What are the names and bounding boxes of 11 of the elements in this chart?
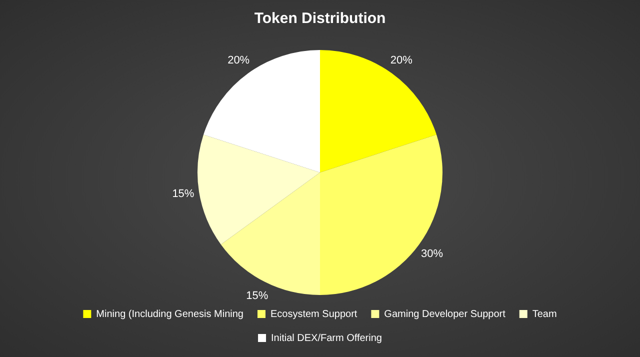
legend-label: Mining (Including Genesis Mining	[96, 308, 244, 320]
legend-label: Initial DEX/Farm Offering	[271, 332, 382, 344]
data-label: 30%	[421, 248, 444, 260]
data-label: 15%	[246, 290, 268, 302]
legend-label: Team	[532, 308, 557, 320]
data-label: 15%	[172, 188, 194, 200]
legend-label: Ecosystem Support	[270, 308, 358, 320]
data-label: 20%	[390, 54, 413, 66]
data-label: 20%	[228, 54, 250, 66]
legend-label: Gaming Developer Support	[384, 308, 506, 320]
chart-title: Token Distribution	[254, 10, 386, 28]
